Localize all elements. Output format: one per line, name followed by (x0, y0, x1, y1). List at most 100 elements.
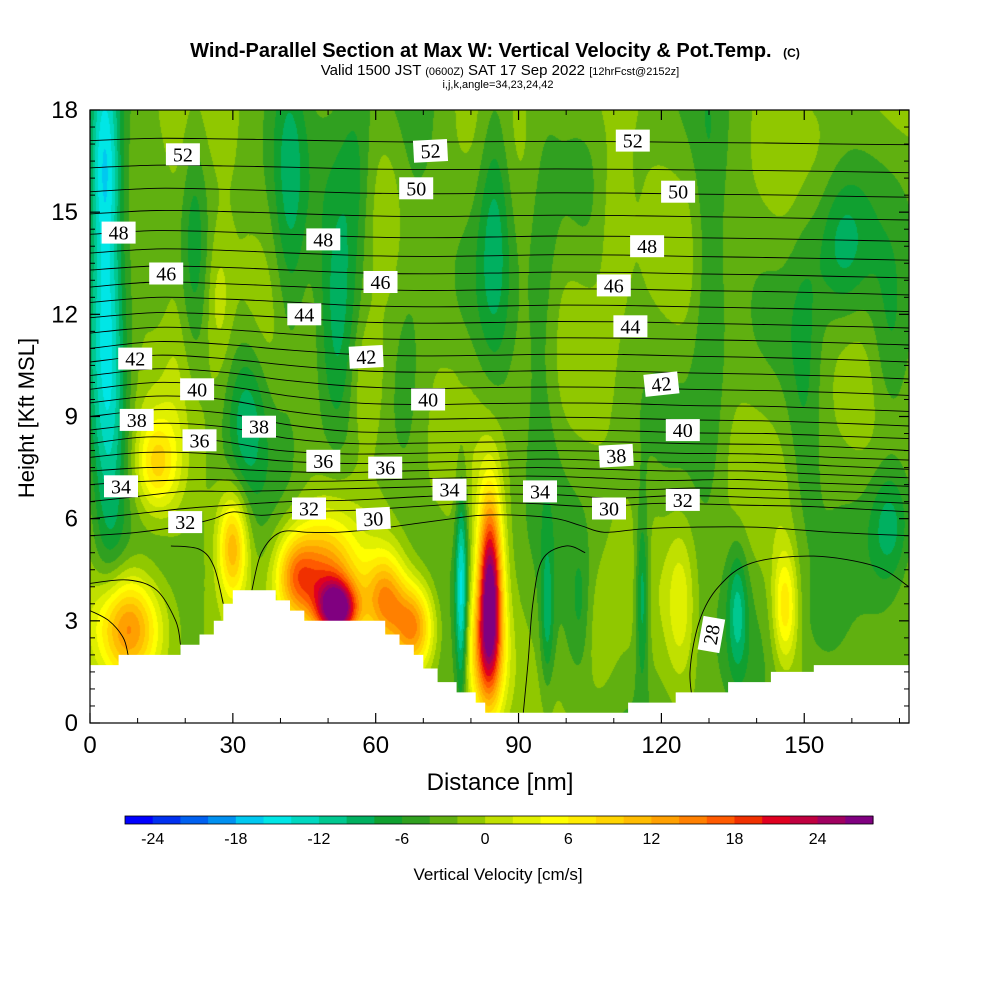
theta-label-box (287, 303, 322, 326)
colorbar-swatch (540, 816, 569, 824)
theta-label-box (149, 262, 184, 285)
colorbar-swatch (374, 816, 403, 824)
colorbar-swatch (429, 816, 459, 824)
theta-label-text: 48 (637, 236, 657, 258)
colorbar: -24 -18 -12 -6 0 6 12 18 24 (124, 815, 874, 848)
theta-label-text: 34 (440, 480, 460, 502)
x-tick-label: 90 (505, 732, 532, 759)
theta-label-box (363, 271, 398, 293)
theta-label-text: 46 (371, 272, 391, 294)
colorbar-tick-label: 12 (643, 831, 661, 848)
theta-contour-line (170, 545, 224, 604)
chart-title: Wind-Parallel Section at Max W: Vertical… (190, 40, 800, 62)
theta-contour-label: 38 (598, 443, 634, 468)
theta-label-text: 32 (175, 512, 195, 534)
theta-contour-line (90, 281, 909, 296)
y-tick-label: 18 (51, 97, 78, 124)
theta-label-box (630, 235, 665, 258)
colorbar-tick-label: -6 (395, 831, 409, 848)
theta-label-box (104, 475, 138, 498)
theta-label-box (292, 497, 326, 520)
theta-label-box (306, 449, 341, 472)
colorbar-swatch (568, 816, 597, 824)
colorbar-swatch (762, 816, 791, 824)
theta-contour-label: 42 (348, 345, 384, 369)
theta-contour-label: 48 (306, 228, 341, 251)
theta-label-text: 30 (363, 508, 384, 531)
theta-contour-line (90, 230, 909, 242)
theta-label-box (412, 139, 449, 163)
theta-contour-label: 46 (149, 262, 184, 286)
theta-label-box (615, 129, 650, 152)
theta-label-box (613, 315, 648, 338)
y-tick-label: 12 (51, 301, 78, 328)
theta-contour-line (90, 451, 909, 470)
theta-contour-label: 34 (104, 475, 138, 498)
theta-contour-labels: 52 52 52 50 50 48 48 48 46 46 46 44 44 42 42 42 40 40 40 38… (101, 129, 726, 654)
theta-label-text: 38 (249, 417, 269, 439)
theta-contour-line (90, 341, 909, 363)
x-tick-label: 150 (784, 732, 824, 759)
theta-label-box (665, 419, 700, 442)
y-tick-label: 0 (65, 710, 78, 737)
y-tick-label: 6 (65, 506, 78, 533)
colorbar-frame (124, 815, 874, 825)
colorbar-swatch (734, 816, 763, 824)
theta-label-text: 52 (623, 131, 643, 153)
x-tick-label: 120 (641, 732, 681, 759)
theta-contour-label: 50 (661, 180, 696, 204)
colorbar-tick-label: -12 (307, 831, 330, 848)
theta-contour-label: 32 (292, 497, 326, 521)
theta-label-text: 46 (604, 275, 624, 297)
colorbar-swatch (402, 816, 431, 824)
theta-contour-label: 36 (182, 429, 217, 452)
theta-label-text: 36 (375, 458, 395, 480)
colorbar-swatch (208, 816, 237, 824)
theta-label-text: 38 (606, 445, 627, 468)
theta-label-box (348, 345, 384, 369)
theta-contour-label: 52 (615, 129, 650, 153)
theta-contour-label: 52 (165, 143, 200, 166)
theta-contour-line (90, 466, 909, 479)
theta-contour-line (90, 265, 909, 279)
theta-contour-line (90, 579, 181, 645)
theta-contour-line (90, 368, 909, 396)
theta-contour-line (90, 502, 909, 537)
theta-label-box (432, 478, 467, 501)
colorbar-swatch (263, 816, 292, 824)
theta-label-box (101, 221, 136, 244)
theta-contour-label: 50 (399, 177, 434, 200)
theta-label-text: 48 (313, 229, 333, 251)
theta-label-box (411, 388, 446, 411)
y-axis-label: Height [Kft MSL] (14, 338, 39, 498)
terrain-mask (90, 590, 909, 723)
x-tick-label: 30 (219, 732, 246, 759)
x-tick-label: 0 (83, 732, 96, 759)
theta-label-box (697, 615, 726, 654)
x-axis: 0 30 60 90 120 150 (83, 110, 900, 759)
theta-contour-label: 40 (180, 378, 215, 401)
theta-label-text: 52 (420, 140, 441, 163)
theta-contour-label: 30 (355, 506, 391, 531)
theta-contours (90, 137, 909, 713)
theta-label-box (665, 488, 700, 511)
colorbar-swatch (235, 816, 265, 824)
x-tick-label: 60 (362, 732, 389, 759)
y-tick-label: 9 (65, 404, 78, 431)
theta-label-text: 46 (156, 264, 176, 286)
chart-subtitle: Valid 1500 JST (0600Z) SAT 17 Sep 2022 [… (321, 62, 679, 79)
colorbar-swatch (125, 816, 154, 824)
theta-label-box (118, 347, 153, 370)
theta-contour-line (90, 475, 909, 487)
theta-label-text: 40 (187, 379, 207, 401)
theta-contour-label: 34 (432, 478, 467, 502)
theta-label-text: 50 (668, 182, 688, 204)
theta-contour-line (90, 209, 909, 221)
colorbar-swatch (512, 816, 542, 824)
theta-contour-label: 46 (363, 271, 398, 294)
colorbar-swatch (152, 816, 181, 824)
theta-contour-label: 52 (412, 139, 449, 163)
theta-label-text: 34 (111, 476, 131, 498)
colorbar-swatch (706, 816, 736, 824)
colorbar-label: Vertical Velocity [cm/s] (413, 865, 582, 884)
